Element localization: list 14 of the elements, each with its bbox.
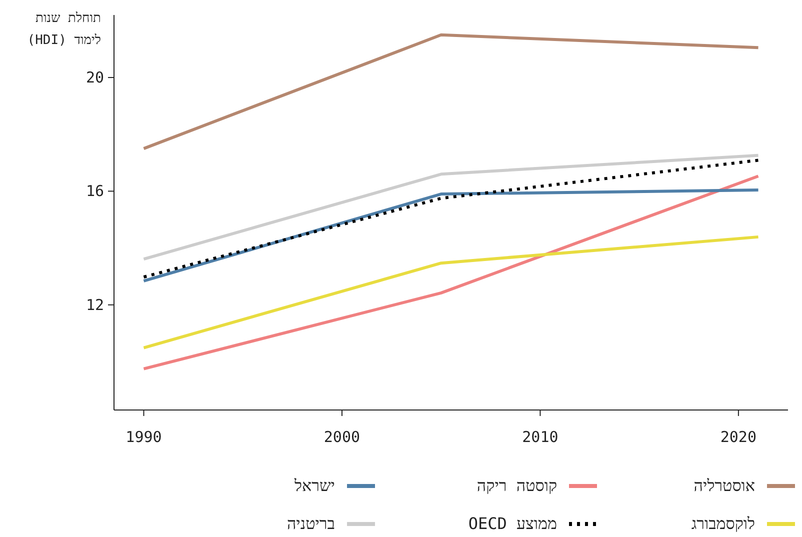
y-axis-title: תוחלת שנות לימוד (HDI) [27, 11, 101, 48]
y-tick-label: 12 [86, 296, 104, 314]
y-tick-label: 16 [86, 182, 104, 200]
legend-label: בריטניה [286, 514, 336, 533]
legend-label: לוקסמבורג [691, 514, 755, 533]
legend-label: ישראל [294, 476, 335, 495]
legend-label: קוסטה ריקה [476, 476, 557, 495]
y-tick-label: 20 [86, 68, 104, 87]
x-tick-label: 2000 [324, 428, 360, 446]
legend-label: אוסטרליה [694, 476, 756, 495]
x-tick-label: 1990 [126, 428, 162, 446]
x-tick-label: 2020 [720, 428, 757, 446]
legend-label: ממוצע OECD [468, 514, 557, 533]
x-tick-label: 2010 [522, 428, 558, 446]
